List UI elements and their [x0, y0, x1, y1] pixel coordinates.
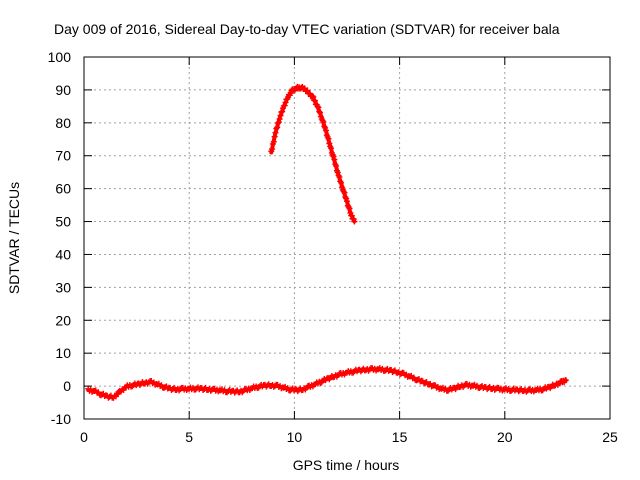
data-point: [328, 145, 335, 152]
data-point: [330, 153, 337, 160]
y-tick-label: 30: [55, 279, 71, 295]
y-tick-label: 80: [55, 115, 71, 131]
data-point: [273, 125, 280, 132]
x-axis-title: GPS time / hours: [293, 457, 400, 473]
data-point: [346, 205, 353, 212]
data-point: [274, 124, 281, 131]
plot-border: [83, 56, 611, 420]
data-point: [314, 103, 321, 110]
grid-lines: [84, 57, 610, 419]
x-tick-label: 0: [80, 429, 88, 445]
x-tick-label: 20: [497, 429, 513, 445]
data-point: [274, 120, 281, 127]
data-point: [320, 118, 327, 125]
y-tick-label: 100: [48, 49, 72, 65]
data-point: [326, 140, 333, 147]
data-point: [276, 116, 283, 123]
x-tick-label: 10: [287, 429, 303, 445]
y-tick-label: 60: [55, 181, 71, 197]
y-tick-label: 50: [55, 214, 71, 230]
data-points: [85, 83, 569, 401]
y-tick-label: -10: [51, 411, 71, 427]
data-point: [325, 135, 332, 142]
y-axis-title: SDTVAR / TECUs: [6, 182, 22, 294]
x-tick-label: 15: [392, 429, 408, 445]
data-point: [333, 162, 340, 169]
data-point: [562, 377, 569, 384]
data-point: [272, 129, 279, 136]
data-point: [310, 93, 317, 100]
data-point: [269, 146, 276, 153]
data-point: [341, 189, 348, 196]
data-point: [270, 138, 277, 145]
x-tick-label: 5: [185, 429, 193, 445]
data-point: [322, 127, 329, 134]
chart-title: Day 009 of 2016, Sidereal Day-to-day VTE…: [54, 21, 560, 37]
data-point: [279, 108, 286, 115]
data-point: [312, 97, 319, 104]
data-point: [271, 133, 278, 140]
y-tick-label: 40: [55, 246, 71, 262]
data-point: [282, 99, 289, 106]
data-point: [275, 119, 282, 126]
y-tick-label: 70: [55, 148, 71, 164]
y-tick-label: 90: [55, 82, 71, 98]
y-tick-label: 0: [63, 378, 71, 394]
axis-ticks: 0 5 10 15 20 25 -10 0 10 20 30 40 50 60 70 80 90 100: [48, 49, 618, 445]
data-point: [334, 169, 341, 176]
data-point: [344, 198, 350, 205]
data-point: [277, 112, 284, 119]
data-point: [317, 109, 324, 116]
series-0: [85, 365, 569, 401]
data-point: [338, 179, 345, 186]
y-tick-label: 10: [55, 345, 71, 361]
data-point: [331, 156, 338, 163]
data-point: [315, 104, 322, 111]
data-point: [281, 102, 288, 109]
y-tick-label: 20: [55, 312, 71, 328]
data-point: [316, 108, 323, 115]
x-tick-label: 25: [602, 429, 618, 445]
data-point: [351, 218, 358, 225]
data-point: [336, 173, 343, 180]
series-1: [268, 83, 358, 225]
data-point: [309, 92, 316, 99]
